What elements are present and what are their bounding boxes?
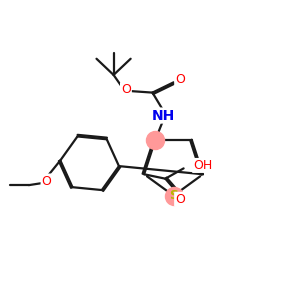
Text: NH: NH [152,109,175,123]
Text: O: O [42,175,51,188]
Text: O: O [121,83,131,96]
Text: O: O [175,193,185,206]
Text: OH: OH [193,159,212,172]
Text: O: O [175,73,185,86]
Text: S: S [169,189,178,202]
